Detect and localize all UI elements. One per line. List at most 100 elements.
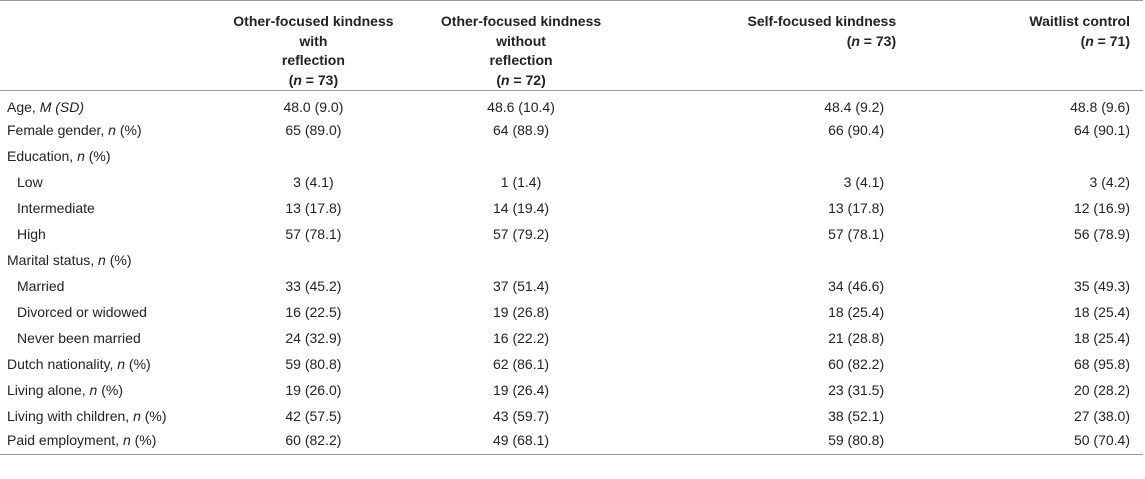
table-cell: 16 (22.2): [493, 329, 550, 346]
table-cell: 20 (28.2): [1073, 381, 1130, 398]
table-row: Never been married 24 (32.9) 16 (22.2) 2…: [0, 325, 1143, 351]
row-label: High: [17, 225, 46, 242]
table-row: Low 3 (4.1) 1 (1.4) 3 (4.1) 3 (4.2): [0, 169, 1143, 195]
row-label-stat: n: [108, 121, 116, 138]
table-cell: 66 (90.4): [828, 121, 885, 138]
table-header: Other-focused kindness with reflection (…: [0, 0, 1143, 91]
row-label: Married: [17, 277, 65, 294]
column-header-line: Other-focused kindness without: [440, 13, 602, 49]
row-label-suffix: (%): [84, 147, 111, 164]
table-cell: 33 (45.2): [285, 277, 342, 294]
column-header-n: (n = 73): [223, 71, 404, 91]
table-cell: 3 (4.2): [1089, 173, 1130, 190]
table-cell: 48.4 (9.2): [824, 98, 885, 115]
column-header-other-focused-with-reflection: Other-focused kindness with reflection (…: [216, 0, 410, 91]
row-label-text: Female gender,: [7, 121, 109, 138]
row-label: Marital status, n (%): [0, 247, 217, 273]
table-cell: [632, 247, 980, 273]
table-cell: 62 (86.1): [493, 355, 550, 372]
row-label-suffix: (%): [125, 355, 151, 372]
column-header-other-focused-without-reflection: Other-focused kindness without reflectio…: [410, 0, 633, 91]
table-row: Paid employment, n (%) 60 (82.2) 49 (68.…: [0, 428, 1143, 455]
header-row: Other-focused kindness with reflection (…: [0, 0, 1143, 91]
row-label-text: Living alone,: [7, 381, 90, 398]
table-cell: 38 (52.1): [828, 407, 885, 424]
table-cell: 60 (82.2): [216, 428, 410, 455]
table-row: Living alone, n (%) 19 (26.0) 19 (26.4) …: [0, 377, 1143, 403]
table-cell: [632, 143, 980, 169]
column-header-n: (n = 72): [416, 71, 626, 91]
row-label-stat: M (SD): [39, 98, 85, 115]
n-prefix: (: [846, 32, 852, 49]
column-header-n: (n = 73): [638, 32, 896, 52]
n-value: = 71): [1093, 32, 1130, 49]
table-cell: 19 (26.4): [493, 381, 550, 398]
table-cell: 57 (78.1): [285, 225, 342, 242]
table-cell: 48.6 (10.4): [487, 98, 555, 115]
table-row: Female gender, n (%) 65 (89.0) 64 (88.9)…: [0, 117, 1143, 143]
table-cell: 65 (89.0): [285, 121, 342, 138]
table-cell: 3 (4.1): [293, 173, 334, 190]
table-cell: 23 (31.5): [828, 381, 885, 398]
row-label-text: Age,: [7, 98, 40, 115]
row-label-stat: n: [133, 407, 141, 424]
row-label-suffix: (%): [115, 121, 142, 138]
table-cell: 35 (49.3): [1073, 277, 1130, 294]
row-label: Paid employment, n (%): [0, 428, 217, 455]
row-label: Intermediate: [17, 199, 95, 216]
table-cell: 48.8 (9.6): [1070, 98, 1130, 115]
row-label: Living with children, n (%): [0, 403, 217, 429]
row-label-stat: n: [77, 147, 85, 164]
row-label-suffix: (%): [105, 251, 132, 268]
table-cell: 14 (19.4): [493, 199, 550, 216]
row-label-stat: n: [117, 355, 126, 372]
table-cell: 57 (78.1): [828, 225, 885, 242]
table-cell: 12 (16.9): [1073, 199, 1130, 216]
table-cell: [217, 247, 410, 273]
table-cell: 49 (68.1): [410, 428, 633, 455]
row-label-stat: n: [89, 381, 98, 398]
table-cell: 37 (51.4): [493, 277, 550, 294]
row-label-text: Paid employment,: [7, 432, 123, 449]
table-cell: 27 (38.0): [1073, 407, 1130, 424]
n-value: = 73): [859, 32, 897, 49]
row-label: Dutch nationality, n (%): [0, 351, 217, 377]
table-cell: 18 (25.4): [1073, 329, 1130, 346]
column-header-line: Self-focused kindness: [747, 13, 897, 29]
table-cell: 18 (25.4): [1073, 303, 1130, 320]
n-symbol: n: [851, 32, 860, 49]
header-corner: [0, 0, 217, 91]
table-row: Intermediate 13 (17.8) 14 (19.4) 13 (17.…: [0, 195, 1143, 221]
table-cell: 13 (17.8): [828, 199, 885, 216]
table-cell: [980, 247, 1143, 273]
row-label: Never been married: [17, 329, 141, 346]
table-cell: 64 (88.9): [493, 121, 550, 138]
table-cell: 13 (17.8): [285, 199, 342, 216]
table-cell: 56 (78.9): [1073, 225, 1130, 242]
column-header-self-focused: Self-focused kindness (n = 73): [632, 0, 981, 91]
table-cell: 42 (57.5): [285, 407, 342, 424]
column-header-n: (n = 71): [986, 32, 1130, 52]
row-label-text: Education,: [7, 147, 78, 164]
row-label-text: Marital status,: [7, 251, 99, 268]
row-label-text: Dutch nationality,: [7, 355, 118, 372]
table-row: Living with children, n (%) 42 (57.5) 43…: [0, 403, 1143, 429]
row-label-text: Living with children,: [7, 407, 134, 424]
row-label: Education, n (%): [0, 143, 217, 169]
n-value: = 73): [301, 71, 339, 88]
table-cell: 68 (95.8): [1073, 355, 1130, 372]
table-cell: 59 (80.8): [285, 355, 342, 372]
table-cell: 64 (90.1): [1073, 121, 1130, 138]
row-label-stat: n: [98, 251, 106, 268]
table-cell: 60 (82.2): [828, 355, 885, 372]
table-cell: 43 (59.7): [493, 407, 550, 424]
row-label-stat: n: [122, 432, 131, 449]
table-cell: 3 (4.1): [843, 173, 885, 190]
n-value: = 72): [509, 71, 546, 88]
table-cell: 18 (25.4): [828, 303, 885, 320]
table-cell: 1 (1.4): [500, 173, 542, 190]
column-header-line: Other-focused kindness with: [233, 13, 394, 49]
table-cell: 48.0 (9.0): [283, 98, 344, 115]
n-prefix: (: [288, 71, 294, 88]
row-label: Age, M (SD): [0, 91, 217, 117]
